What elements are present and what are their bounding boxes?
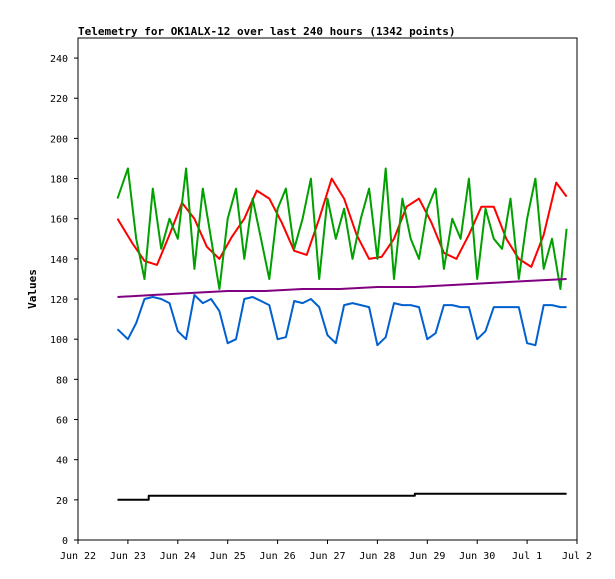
x-tick-label: Jun 29 [409, 551, 445, 562]
series-line-2 [116, 294, 567, 347]
x-tick-label: Jun 26 [260, 551, 296, 562]
x-tick-label: Jul 1 [512, 551, 542, 562]
y-axis-label: Values [26, 269, 39, 309]
chart-title: Telemetry for OK1ALX-12 over last 240 ho… [78, 25, 456, 38]
y-tick-label: 60 [56, 416, 68, 427]
x-axis: Jun 22 Jun 23 Jun 24 Jun 25 Jun 26 Jun 27 Jun … [60, 540, 592, 562]
series-line-3 [117, 278, 567, 298]
y-tick-label: 240 [50, 54, 68, 65]
y-tick-label: 120 [50, 295, 68, 306]
y-tick-label: 200 [50, 134, 68, 145]
x-tick-label: Jun 28 [359, 551, 395, 562]
series-line-1 [116, 167, 568, 290]
series-layer [116, 167, 568, 501]
y-tick-label: 220 [50, 94, 68, 105]
x-tick-label: Jun 30 [459, 551, 495, 562]
x-tick-label: Jun 22 [60, 551, 96, 562]
series-line-0 [116, 177, 568, 268]
y-tick-label: 140 [50, 255, 68, 266]
y-tick-label: 160 [50, 215, 68, 226]
x-tick-label: Jun 23 [110, 551, 146, 562]
x-tick-label: Jul 2 [562, 551, 592, 562]
y-tick-label: 20 [56, 496, 68, 507]
y-tick-label: 80 [56, 375, 68, 386]
y-tick-label: 0 [62, 536, 68, 547]
y-tick-label: 180 [50, 175, 68, 186]
x-tick-label: Jun 27 [309, 551, 345, 562]
y-axis: 0 20 40 60 80 100 120 140 160 180 200 220 240 [50, 54, 78, 547]
x-tick-label: Jun 25 [210, 551, 246, 562]
y-tick-label: 40 [56, 456, 68, 467]
y-tick-label: 100 [50, 335, 68, 346]
x-tick-label: Jun 24 [160, 551, 196, 562]
series-line-4 [117, 492, 567, 501]
